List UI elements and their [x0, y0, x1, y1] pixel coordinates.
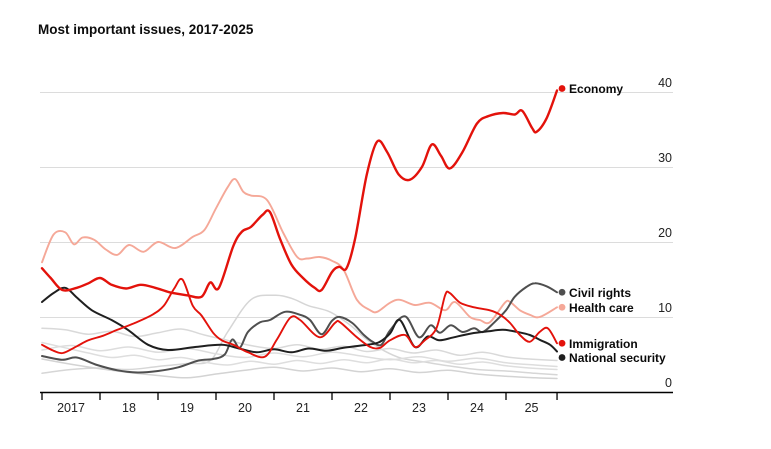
bg-line-other-issue-3	[41, 344, 558, 368]
bg-line-other-issue-5	[41, 341, 558, 371]
series-lines	[40, 89, 559, 374]
chart-title: Most important issues, 2017-2025	[38, 22, 254, 37]
series-dot-economy	[558, 85, 566, 92]
series-label-health-care: Health care	[569, 301, 634, 315]
bg-line-other-issue-1	[41, 294, 558, 376]
y-tick-label-10: 10	[658, 301, 672, 315]
x-tick-label-20: 20	[238, 401, 252, 415]
series-label-economy: Economy	[569, 82, 623, 96]
series-dot-civil-rights	[558, 288, 566, 296]
series-label-national-security: National security	[569, 351, 666, 365]
series-label-immigration: Immigration	[569, 337, 638, 351]
y-tick-label-40: 40	[658, 76, 672, 90]
background-series-lines	[41, 294, 558, 380]
x-tick-label-19: 19	[180, 401, 194, 415]
series-line-immigration	[41, 277, 558, 359]
y-tick-label-20: 20	[658, 226, 672, 240]
series-dot-health-care	[558, 303, 566, 311]
x-tick-label-22: 22	[354, 401, 368, 415]
x-axis: 2017 18 19 20 21 22 23 24 25	[40, 391, 673, 415]
series-line-economy	[40, 89, 559, 299]
x-tick-label-2017: 2017	[57, 401, 85, 415]
x-tick-label-21: 21	[296, 401, 310, 415]
y-tick-label-30: 30	[658, 151, 672, 165]
series-line-national-security	[41, 286, 558, 354]
series-label-civil-rights: Civil rights	[569, 286, 631, 300]
x-tick-label-18: 18	[122, 401, 136, 415]
series-line-health-care	[41, 178, 558, 325]
x-tick-label-24: 24	[470, 401, 484, 415]
series-dot-national-security	[558, 354, 566, 361]
series-dot-immigration	[558, 339, 566, 347]
bg-line-other-issue-2	[41, 327, 558, 362]
x-tick-label-23: 23	[412, 401, 426, 415]
x-tick-label-25: 25	[525, 401, 539, 415]
y-tick-label-0: 0	[665, 376, 672, 390]
